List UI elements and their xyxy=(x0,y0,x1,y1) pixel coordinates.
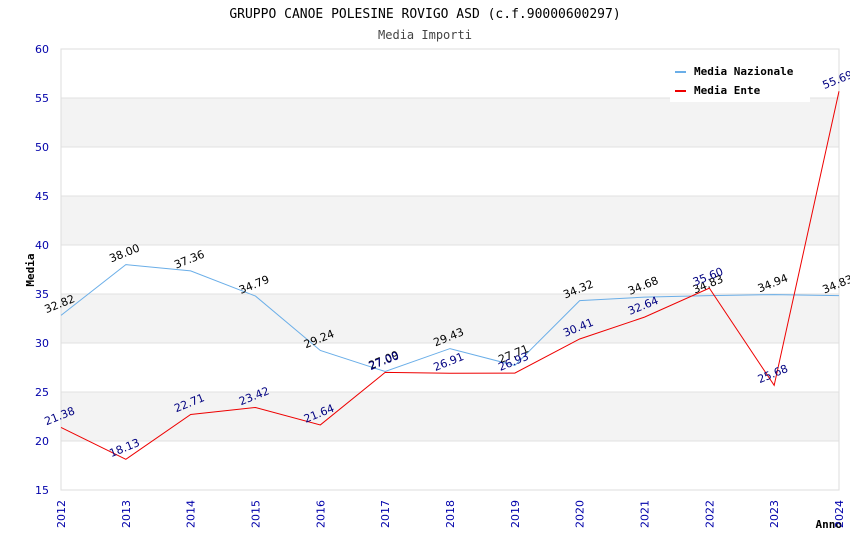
y-tick-label: 55 xyxy=(35,92,49,105)
x-tick-label: 2021 xyxy=(639,500,652,528)
y-tick-label: 45 xyxy=(35,190,49,203)
data-label: 34.94 xyxy=(756,271,790,295)
data-label: 34.79 xyxy=(237,273,271,297)
plot-background-bands xyxy=(61,98,839,441)
x-tick-label: 2017 xyxy=(379,500,392,528)
x-axis-label: Anno xyxy=(816,518,843,531)
y-tick-label: 40 xyxy=(35,239,49,252)
y-axis-label: Media xyxy=(24,253,37,286)
legend-box xyxy=(670,60,810,102)
legend-label-media-nazionale: Media Nazionale xyxy=(694,65,794,78)
series-lines xyxy=(60,91,840,460)
chart-title: GRUPPO CANOE POLESINE ROVIGO ASD (c.f.90… xyxy=(229,7,620,22)
y-tick-label: 15 xyxy=(35,484,49,497)
grid-band xyxy=(61,392,839,441)
grid-band xyxy=(61,98,839,147)
y-tick-label: 30 xyxy=(35,337,49,350)
series-line-media-nazionale xyxy=(60,264,840,373)
x-tick-label: 2013 xyxy=(120,500,133,528)
x-tick-label: 2024 xyxy=(833,500,846,528)
y-tick-label: 35 xyxy=(35,288,49,301)
data-label: 37.36 xyxy=(172,248,206,272)
x-tick-label: 2015 xyxy=(250,500,263,528)
chart-subtitle: Media Importi xyxy=(378,28,472,42)
data-label: 55.69 xyxy=(821,68,850,92)
x-axis-ticks: 2012 2013 2014 2015 2016 2017 2018 2019 2020 2021… xyxy=(55,500,846,528)
x-tick-label: 2018 xyxy=(444,500,457,528)
y-axis-ticks: 15 20 25 30 35 40 45 50 55 60 xyxy=(35,43,49,497)
x-tick-label: 2014 xyxy=(185,500,198,528)
x-tick-label: 2023 xyxy=(768,500,781,528)
grid-band xyxy=(61,196,839,245)
y-tick-label: 60 xyxy=(35,43,49,56)
legend: Media Nazionale Media Ente xyxy=(670,60,810,102)
y-tick-label: 20 xyxy=(35,435,49,448)
grid-band xyxy=(61,294,839,343)
y-tick-label: 50 xyxy=(35,141,49,154)
x-tick-label: 2012 xyxy=(55,500,68,528)
x-tick-label: 2016 xyxy=(314,500,327,528)
y-tick-label: 25 xyxy=(35,386,49,399)
data-label: 34.83 xyxy=(821,272,850,296)
x-tick-label: 2020 xyxy=(574,500,587,528)
series-line-media-ente xyxy=(60,91,840,460)
x-tick-label: 2019 xyxy=(509,500,522,528)
plot-frame xyxy=(60,48,840,491)
x-tick-label: 2022 xyxy=(703,500,716,528)
legend-label-media-ente: Media Ente xyxy=(694,84,761,97)
